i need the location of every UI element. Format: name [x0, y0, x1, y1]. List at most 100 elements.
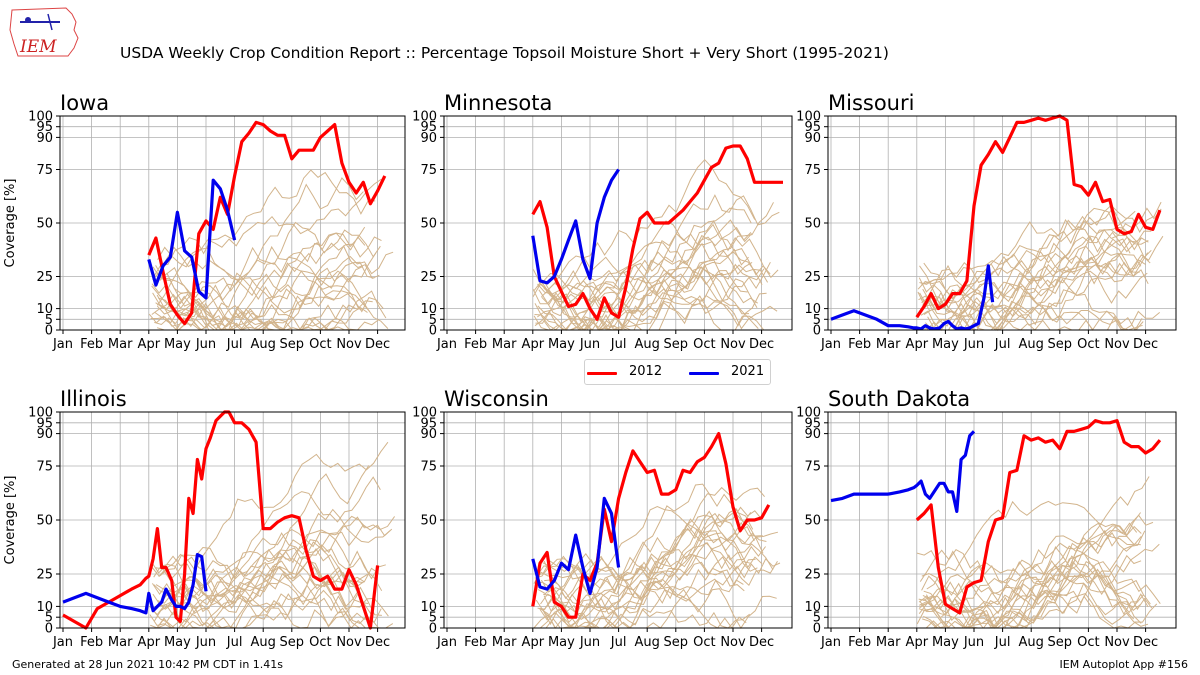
- series-line-2012: [147, 120, 387, 326]
- historical-trace: [918, 568, 1141, 629]
- footer-app-id: IEM Autoplot App #156: [1059, 658, 1189, 671]
- historical-trace: [149, 584, 394, 629]
- x-tick-label: Oct: [1077, 635, 1099, 650]
- historical-trace: [532, 232, 763, 302]
- legend-item-2021: 2021: [689, 364, 769, 382]
- y-tick-label: 0: [429, 324, 437, 339]
- series-line-2012: [62, 410, 380, 630]
- series-line-2021: [62, 553, 208, 615]
- y-axis-label: Coverage [%]: [3, 476, 18, 565]
- x-tick-label: Dec: [749, 635, 774, 650]
- panel-title: Illinois: [60, 387, 127, 411]
- x-tick-label: Feb: [848, 635, 871, 650]
- historical-trace: [533, 521, 763, 602]
- legend-swatch-2012: [587, 372, 617, 375]
- historical-trace: [917, 201, 1162, 317]
- historical-trace: [158, 515, 396, 629]
- panel-illinois: Jan Feb Mar Apr May Jun Jul Aug Sep Oct Nov Dec0510…: [3, 387, 406, 650]
- historical-trace: [927, 210, 1136, 297]
- y-axis-label: Coverage [%]: [3, 179, 18, 268]
- y-tick-label: 5: [429, 313, 437, 328]
- y-tick-label: 50: [36, 514, 53, 529]
- x-tick-label: Jul: [994, 337, 1011, 352]
- x-tick-label: Dec: [1133, 337, 1158, 352]
- x-tick-label: Oct: [309, 337, 331, 352]
- historical-trace: [533, 280, 778, 331]
- x-tick-label: Mar: [876, 635, 901, 650]
- y-tick-label: 5: [813, 611, 821, 626]
- historical-trace: [533, 558, 756, 629]
- legend-label-2012: 2012: [629, 364, 663, 379]
- panel-minnesota: Jan Feb Mar Apr May Jun Jul Aug Sep Oct Nov Dec0510…: [412, 91, 793, 352]
- y-tick-label: 90: [804, 427, 821, 442]
- y-tick-label: 100: [28, 110, 53, 125]
- historical-trace: [159, 587, 389, 627]
- y-tick-label: 100: [412, 110, 437, 125]
- x-tick-label: Dec: [365, 635, 390, 650]
- historical-trace: [151, 476, 381, 589]
- x-tick-label: Jun: [195, 635, 216, 650]
- x-tick-label: Jan: [436, 337, 457, 352]
- historical-trace: [532, 158, 756, 297]
- y-tick-label: 10: [420, 302, 437, 317]
- x-tick-label: Dec: [749, 337, 774, 352]
- historical-trace: [542, 194, 780, 308]
- historical-trace: [537, 272, 767, 331]
- y-tick-label: 100: [796, 406, 821, 421]
- x-tick-label: May: [164, 635, 191, 650]
- y-tick-label: 50: [804, 514, 821, 529]
- y-tick-label: 95: [36, 416, 53, 431]
- series-line-2012: [915, 114, 1162, 319]
- y-tick-label: 90: [420, 427, 437, 442]
- y-tick-label: 50: [420, 217, 437, 232]
- footer-generated-text: Generated at 28 Jun 2021 10:42 PM CDT in…: [12, 658, 284, 671]
- historical-trace: [541, 259, 765, 304]
- historical-trace: [157, 215, 366, 268]
- x-tick-label: Aug: [635, 635, 660, 650]
- historical-trace: [918, 564, 1149, 629]
- x-tick-label: Jul: [994, 635, 1011, 650]
- x-tick-label: Feb: [80, 635, 103, 650]
- x-tick-label: Sep: [280, 337, 305, 352]
- historical-trace: [149, 550, 365, 623]
- historical-trace: [537, 202, 774, 295]
- x-tick-label: Jun: [579, 337, 600, 352]
- y-tick-label: 90: [804, 131, 821, 146]
- historical-trace: [918, 270, 1148, 327]
- series-line-2021: [531, 168, 620, 285]
- y-tick-label: 25: [804, 568, 821, 583]
- series-line-2012: [531, 432, 771, 619]
- historical-trace: [919, 476, 1150, 584]
- x-tick-label: Mar: [108, 337, 133, 352]
- x-tick-label: Feb: [464, 337, 487, 352]
- y-tick-label: 25: [420, 270, 437, 285]
- historical-trace: [152, 178, 382, 282]
- historical-trace: [538, 264, 769, 317]
- x-tick-label: Oct: [693, 337, 715, 352]
- y-tick-label: 10: [420, 600, 437, 615]
- x-tick-label: Sep: [1048, 635, 1073, 650]
- x-tick-label: Jan: [820, 337, 841, 352]
- historical-trace: [532, 263, 748, 316]
- x-tick-label: Sep: [280, 635, 305, 650]
- x-tick-label: Dec: [1133, 635, 1158, 650]
- historical-trace: [150, 582, 359, 629]
- historical-trace: [158, 547, 374, 618]
- x-tick-label: Feb: [464, 635, 487, 650]
- y-tick-label: 0: [429, 622, 437, 637]
- y-tick-label: 10: [804, 302, 821, 317]
- historical-trace: [153, 169, 376, 278]
- historical-trace: [922, 230, 1152, 320]
- y-tick-label: 75: [420, 460, 437, 475]
- x-tick-label: Oct: [1077, 337, 1099, 352]
- x-tick-label: Mar: [876, 337, 901, 352]
- y-tick-label: 0: [45, 324, 53, 339]
- x-tick-label: Aug: [635, 337, 660, 352]
- historical-trace: [158, 586, 381, 629]
- x-tick-label: Nov: [720, 635, 746, 650]
- y-tick-label: 50: [36, 217, 53, 232]
- y-tick-label: 100: [796, 110, 821, 125]
- x-tick-label: Jan: [436, 635, 457, 650]
- x-tick-label: Nov: [336, 337, 362, 352]
- historical-trace: [919, 588, 1142, 629]
